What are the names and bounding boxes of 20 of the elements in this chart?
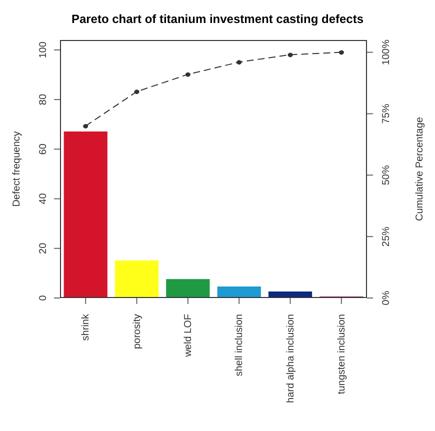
y2-tick-label: 75%	[381, 104, 392, 124]
y-tick-label: 80	[38, 94, 49, 106]
x-tick-label: porosity	[132, 314, 143, 350]
x-tick-label: hard alpha inclusion	[285, 314, 296, 403]
y-axis-title: Defect frequency	[12, 131, 23, 207]
chart-title: Pareto chart of titanium investment casting defects	[70, 11, 365, 28]
y2-tick-label: 50%	[381, 165, 392, 186]
x-tick-label: weld LOF	[182, 314, 194, 358]
x-tick-label: shell inclusion	[234, 314, 246, 376]
y-tick-label: 40	[38, 192, 49, 204]
y-tick-label: 0	[38, 294, 49, 301]
x-tick-label: shrink	[80, 313, 92, 341]
y2-axis-title: Cumulative Percentage	[414, 116, 426, 221]
y2-tick-label: 0%	[381, 290, 392, 306]
y-tick-label: 100	[38, 41, 49, 58]
x-tick-label: tungsten inclusion	[336, 314, 348, 394]
y-tick-label: 60	[38, 143, 49, 155]
y2-tick-label: 25%	[381, 226, 392, 247]
y-tick-label: 20	[38, 242, 49, 254]
y2-tick-label: 100%	[381, 39, 392, 66]
